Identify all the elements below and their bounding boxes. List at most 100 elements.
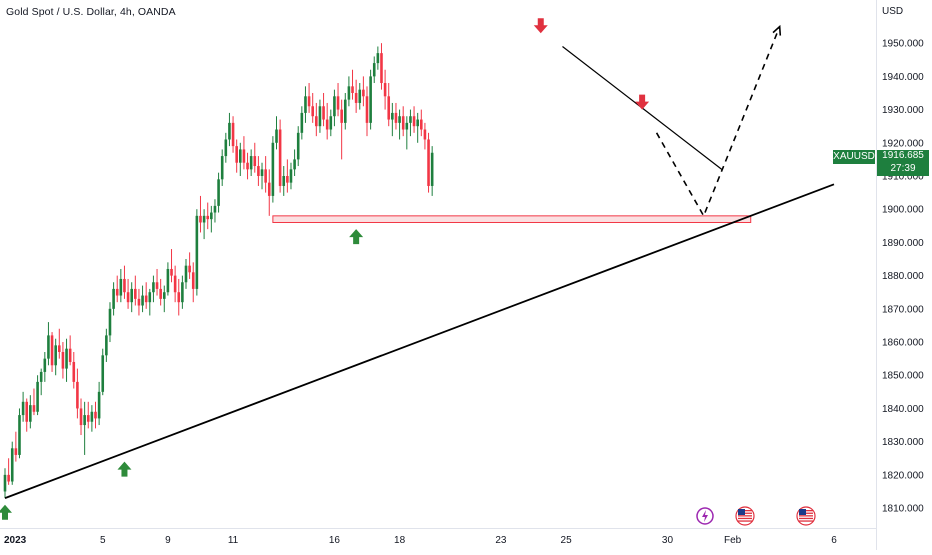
candle-body (3, 474, 7, 492)
candle-body (166, 268, 170, 293)
candle-body (184, 265, 188, 283)
candle (369, 69, 372, 130)
candle-body (61, 352, 65, 369)
candle (275, 116, 278, 150)
candle-body (141, 295, 144, 306)
y-tick-label: 1810.000 (882, 504, 924, 515)
candle (72, 352, 76, 389)
symbol-price-tag: XAUUSD (833, 150, 875, 164)
candle (36, 375, 39, 416)
candle (325, 102, 329, 140)
candle-body (228, 122, 231, 140)
arrow-up-icon (117, 461, 132, 477)
candle (97, 381, 101, 426)
axis-currency-label[interactable]: USD (882, 6, 904, 17)
candle (289, 162, 293, 190)
candle (217, 172, 220, 213)
candle-body (21, 401, 25, 416)
candle (282, 166, 286, 196)
candle-body (213, 205, 217, 213)
candle (264, 156, 267, 193)
us-flag-icon[interactable] (796, 506, 816, 526)
candle (112, 282, 115, 316)
candle-body (398, 116, 401, 123)
candle-body (83, 415, 86, 426)
candle-body (32, 405, 36, 412)
candle (86, 401, 90, 429)
projection-path (655, 26, 781, 218)
candle (365, 86, 369, 137)
candle-body (275, 129, 278, 143)
candle (166, 262, 170, 296)
candle-body (380, 53, 383, 84)
candle (239, 142, 242, 176)
us-flag-icon[interactable] (735, 506, 755, 526)
candle (108, 302, 112, 343)
x-tick-label: 16 (329, 535, 341, 546)
candle-body (329, 116, 333, 130)
y-tick-label: 1950.000 (882, 39, 924, 50)
candle-body (391, 112, 394, 120)
y-tick-label: 1860.000 (882, 338, 924, 349)
flag-canton (738, 509, 745, 515)
x-tick-label: 6 (831, 535, 837, 546)
lightning-event-icon[interactable] (696, 507, 714, 525)
candle-body (50, 335, 54, 366)
candle-body (315, 116, 318, 127)
x-tick-label: 23 (495, 535, 507, 546)
candle (296, 126, 300, 167)
candle-body (362, 89, 365, 97)
candle (130, 282, 133, 313)
candle (336, 83, 340, 117)
price-axis-divider (876, 0, 877, 550)
flag-canton (799, 509, 806, 515)
candle (394, 102, 398, 130)
candle (267, 169, 271, 216)
candle-body (181, 282, 184, 303)
candle-body (333, 96, 336, 117)
candle (416, 112, 419, 143)
candle-body (354, 92, 358, 103)
candle-body (318, 106, 322, 127)
candle-body (137, 298, 141, 306)
candle-body (170, 268, 173, 276)
candle (358, 83, 362, 110)
candle (351, 69, 354, 100)
candle (14, 431, 18, 462)
x-tick-label: 25 (561, 535, 573, 546)
candle (202, 209, 206, 240)
candle-body (416, 119, 419, 127)
candle (235, 139, 238, 173)
candle-body (105, 335, 108, 356)
y-tick-label: 1870.000 (882, 304, 924, 315)
candle-body (343, 99, 347, 123)
candle (173, 265, 177, 303)
candle-body (202, 215, 206, 223)
candle (362, 76, 365, 107)
candle-body (29, 405, 32, 422)
candle (398, 109, 401, 140)
candle-body (376, 53, 380, 64)
candle-body (249, 156, 253, 170)
candle (401, 106, 405, 137)
candle-body (246, 162, 249, 170)
candle-body (340, 109, 343, 123)
candle-body (65, 348, 68, 369)
time-axis-divider (0, 528, 876, 529)
candle-body (159, 288, 162, 299)
candle (315, 102, 318, 137)
candle (300, 106, 304, 140)
candle (29, 395, 32, 429)
x-tick-label: 2023 (4, 535, 27, 546)
candle (50, 332, 54, 372)
candle (170, 249, 173, 283)
candle-body (90, 411, 94, 422)
last-price-label: 1916.685 27:39 (877, 150, 929, 176)
flag-stripe (799, 520, 813, 522)
candle-body (257, 166, 260, 176)
candle-body (144, 295, 148, 303)
flag-stripe (738, 520, 752, 522)
candle (90, 405, 94, 432)
